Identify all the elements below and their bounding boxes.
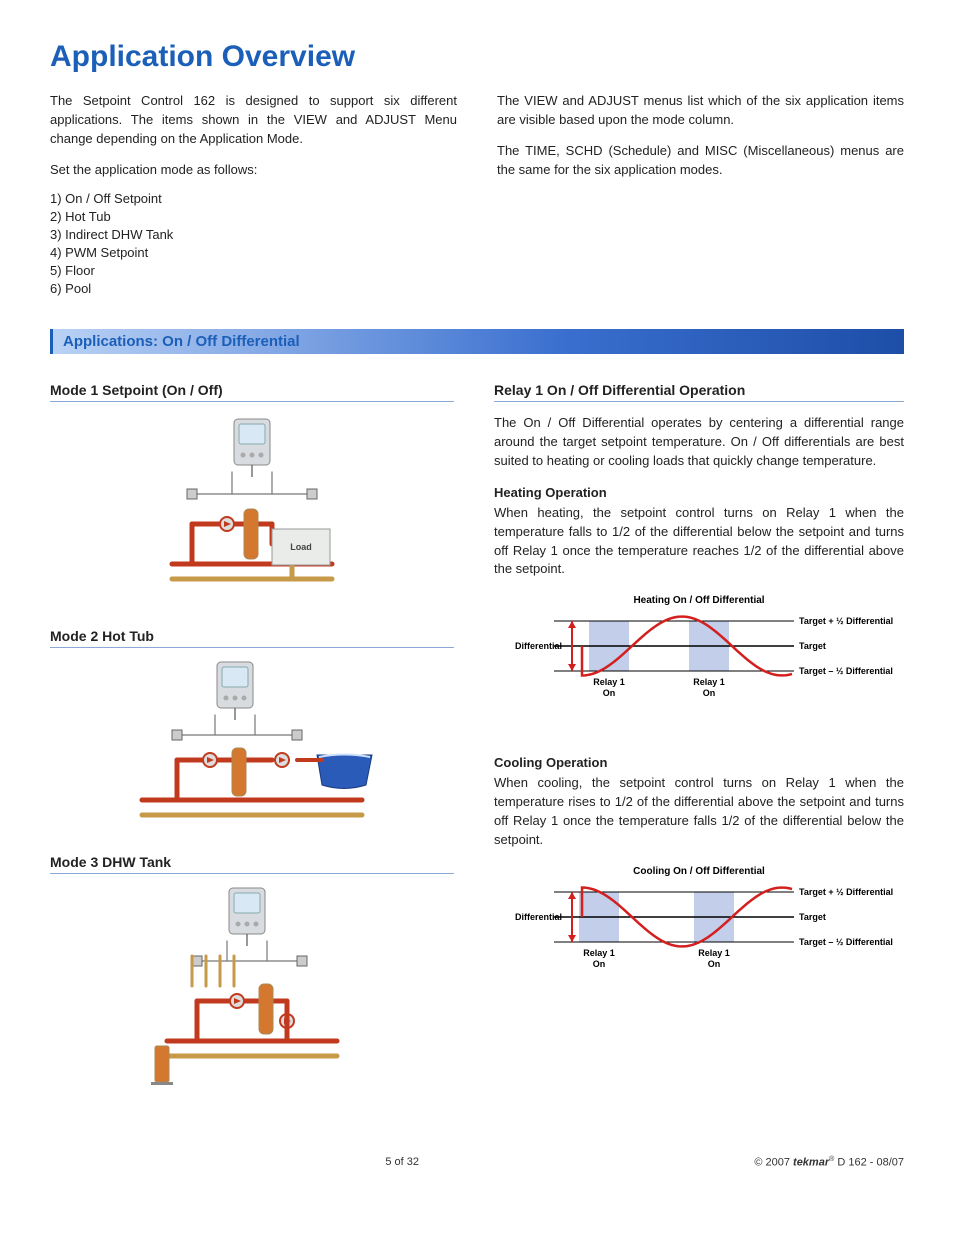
page-title: Application Overview (50, 40, 904, 74)
svg-text:Target – ½ Differential: Target – ½ Differential (799, 666, 893, 676)
mode3-diagram (50, 886, 454, 1086)
svg-text:Differential: Differential (515, 641, 562, 651)
svg-text:Relay 1: Relay 1 (593, 677, 625, 687)
cooling-p: When cooling, the setpoint control turns… (494, 774, 904, 849)
footer-page: 5 of 32 (385, 1156, 419, 1169)
intro-right-p1: The VIEW and ADJUST menus list which of … (497, 92, 904, 130)
mode-item: Pool (50, 281, 457, 296)
svg-text:Relay 1: Relay 1 (693, 677, 725, 687)
heating-heading: Heating Operation (494, 485, 904, 500)
footer: 5 of 32 © 2007 tekmar® D 162 - 08/07 (50, 1150, 904, 1169)
svg-text:Heating On / Off Differential: Heating On / Off Differential (633, 595, 764, 606)
mode1-heading: Mode 1 Setpoint (On / Off) (50, 382, 454, 402)
svg-text:On: On (603, 688, 616, 698)
mode1-diagram: Load (50, 414, 454, 604)
heating-chart: Heating On / Off Differential Differentia… (494, 591, 904, 731)
svg-text:Target – ½ Differential: Target – ½ Differential (799, 937, 893, 947)
svg-text:On: On (593, 959, 606, 969)
mode2-heading: Mode 2 Hot Tub (50, 628, 454, 648)
svg-text:On: On (708, 959, 721, 969)
svg-text:Relay 1: Relay 1 (583, 948, 615, 958)
svg-text:Relay 1: Relay 1 (698, 948, 730, 958)
cooling-chart: Cooling On / Off Differential Differentia… (494, 862, 904, 1002)
intro-right-p2: The TIME, SCHD (Schedule) and MISC (Misc… (497, 142, 904, 180)
main-columns: Mode 1 Setpoint (On / Off) Load Mode 2 H… (50, 368, 904, 1110)
mode3-heading: Mode 3 DHW Tank (50, 854, 454, 874)
intro-p2: Set the application mode as follows: (50, 161, 457, 180)
cooling-heading: Cooling Operation (494, 755, 904, 770)
mode-item: PWM Setpoint (50, 245, 457, 260)
svg-text:Target: Target (799, 912, 826, 922)
mode2-diagram (50, 660, 454, 830)
svg-text:Load: Load (290, 542, 312, 552)
relay-p1: The On / Off Differential operates by ce… (494, 414, 904, 471)
svg-text:Cooling On / Off Differential: Cooling On / Off Differential (633, 866, 765, 877)
svg-text:Target + ½ Differential: Target + ½ Differential (799, 887, 893, 897)
mode-list: On / Off Setpoint Hot Tub Indirect DHW T… (50, 191, 457, 296)
footer-doc: © 2007 tekmar® D 162 - 08/07 (754, 1156, 904, 1169)
section-bar: Applications: On / Off Differential (50, 329, 904, 354)
intro-p1: The Setpoint Control 162 is designed to … (50, 92, 457, 149)
svg-text:Target: Target (799, 641, 826, 651)
intro-columns: The Setpoint Control 162 is designed to … (50, 92, 904, 299)
svg-text:Differential: Differential (515, 912, 562, 922)
svg-text:Target + ½ Differential: Target + ½ Differential (799, 616, 893, 626)
mode-item: On / Off Setpoint (50, 191, 457, 206)
svg-text:On: On (703, 688, 716, 698)
mode-item: Hot Tub (50, 209, 457, 224)
mode-item: Floor (50, 263, 457, 278)
relay-heading: Relay 1 On / Off Differential Operation (494, 382, 904, 402)
heating-p: When heating, the setpoint control turns… (494, 504, 904, 579)
mode-item: Indirect DHW Tank (50, 227, 457, 242)
